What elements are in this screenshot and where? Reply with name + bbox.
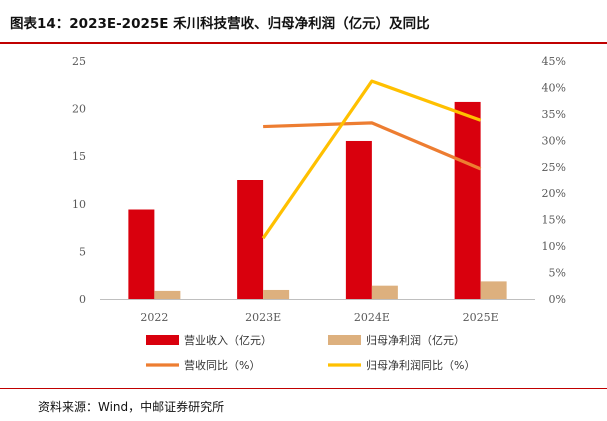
- x-tick-label: 2024E: [354, 311, 390, 324]
- chart: 0 5 10 15 20 25 0% 5% 10% 15% 20% 25% 30% 35% 40% 45% 20…: [72, 55, 566, 372]
- bar: [371, 285, 398, 299]
- y-right-tick-label: 45%: [542, 55, 566, 68]
- bar: [480, 281, 507, 299]
- y-right-tick-label: 0%: [549, 293, 566, 306]
- y-right-tick-label: 5%: [549, 267, 566, 280]
- y-left-tick-label: 10: [72, 198, 86, 211]
- series-line: [261, 79, 482, 240]
- legend-swatch: [146, 335, 179, 345]
- legend-label: 归母净利润同比（%）: [366, 358, 475, 372]
- y-left-tick-label: 0: [79, 293, 86, 306]
- bar: [454, 101, 481, 299]
- bar: [345, 140, 372, 299]
- y-right-tick-label: 40%: [542, 81, 566, 94]
- legend-swatch: [328, 335, 361, 345]
- series-line: [263, 121, 482, 171]
- x-tick-label: 2023E: [245, 311, 281, 324]
- y-left-tick-label: 20: [72, 103, 86, 116]
- legend: 营业收入（亿元） 归母净利润（亿元） 营收同比（%） 归母净利润同比（%）: [146, 333, 475, 372]
- bar: [263, 289, 290, 299]
- y-left-tick-label: 15: [72, 150, 86, 163]
- source-note: 资料来源：Wind，中邮证券研究所: [38, 400, 225, 414]
- bar: [154, 290, 181, 299]
- bar: [128, 209, 155, 299]
- legend-label: 归母净利润（亿元）: [366, 333, 465, 347]
- plot-area: 0 5 10 15 20 25 0% 5% 10% 15% 20% 25% 30% 35% 40% 45% 20…: [72, 55, 566, 324]
- y-right-tick-label: 30%: [542, 134, 566, 147]
- bar: [237, 180, 264, 299]
- legend-label: 营业收入（亿元）: [184, 333, 272, 347]
- chart-title: 图表14：2023E-2025E 禾川科技营收、归母净利润（亿元）及同比: [10, 16, 430, 32]
- y-left-tick-label: 5: [79, 245, 86, 258]
- title-bar: 图表14：2023E-2025E 禾川科技营收、归母净利润（亿元）及同比: [0, 0, 607, 44]
- legend-label: 营收同比（%）: [184, 358, 260, 372]
- y-right-tick-label: 10%: [542, 240, 566, 253]
- x-tick-label: 2025E: [463, 311, 499, 324]
- x-tick-label: 2022: [140, 311, 168, 324]
- y-left-tick-label: 25: [72, 55, 86, 68]
- y-right-tick-label: 20%: [542, 187, 566, 200]
- divider: [0, 388, 607, 389]
- y-right-tick-label: 35%: [542, 108, 566, 121]
- y-right-tick-label: 25%: [542, 161, 566, 174]
- y-right-tick-label: 15%: [542, 214, 566, 227]
